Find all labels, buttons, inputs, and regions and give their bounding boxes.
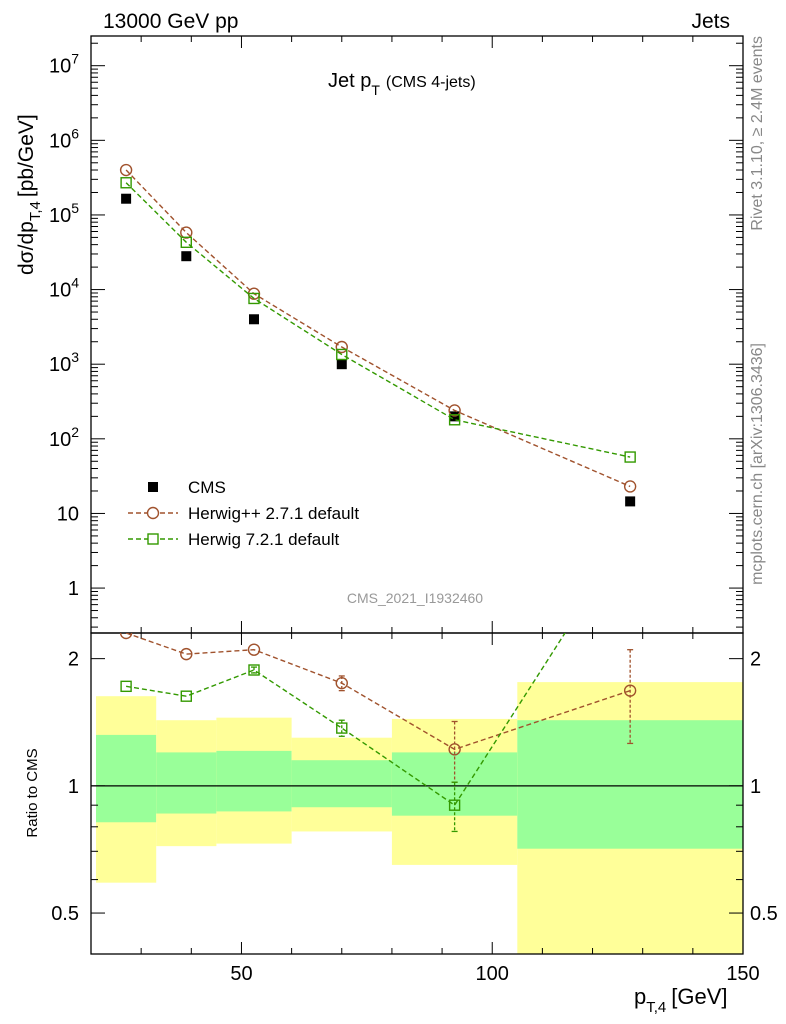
x-axis-label: pT,4 [GeV] <box>634 984 728 1016</box>
header-category: Jets <box>691 10 730 33</box>
plot-title: Jet pT (CMS 4-jets) <box>328 70 476 98</box>
herwig7-data-point <box>180 236 192 248</box>
inner-band-1 <box>156 752 217 814</box>
y-tick-label: 10 <box>57 503 79 525</box>
y-tick-label: 1 <box>68 578 79 600</box>
ratio-tick-label: 0.5 <box>51 903 79 925</box>
series-0 <box>121 193 636 507</box>
y-tick-label: 103 <box>49 349 79 376</box>
legend-label-2: Herwig 7.2.1 default <box>188 530 339 549</box>
series-line-1 <box>125 169 631 488</box>
x-tick-label: 100 <box>476 963 509 985</box>
herwigpp-ratio-point <box>247 643 261 656</box>
legend-marker-herwig7 <box>147 533 159 545</box>
ratio-line-1 <box>125 633 631 751</box>
herwig7-data-point <box>448 414 461 426</box>
analysis-tag: CMS_2021_I1932460 <box>347 590 483 606</box>
inner-band-0 <box>96 734 157 823</box>
series-line-2 <box>125 182 631 458</box>
ratio-uncertainty-bands <box>91 682 743 954</box>
ratio-axis-label: Ratio to CMS <box>24 748 41 837</box>
ratio-tick-label: 2 <box>68 649 79 671</box>
herwig7-ratio-point <box>448 799 461 811</box>
data-series <box>119 163 637 507</box>
ratio-tick-label-right: 0.5 <box>750 903 778 925</box>
cms-data-point <box>181 251 192 262</box>
herwig7-data-point <box>624 451 636 463</box>
cms-data-point <box>336 359 347 370</box>
legend-label-0: CMS <box>188 478 226 497</box>
series-1 <box>119 163 637 493</box>
cms-data-point <box>249 314 259 325</box>
herwigpp-data-point <box>335 340 348 354</box>
y-tick-label: 102 <box>49 424 79 451</box>
herwig7-ratio-point <box>625 526 635 536</box>
ratio-tick-label-right: 1 <box>750 776 761 798</box>
inner-band-2 <box>216 750 292 812</box>
header-process: 13000 GeV pp <box>103 10 238 33</box>
legend: CMS Herwig++ 2.7.1 default Herwig 7.2.1 de… <box>128 478 359 549</box>
legend-label-1: Herwig++ 2.7.1 default <box>188 504 359 523</box>
herwigpp-data-point <box>119 163 133 177</box>
x-tick-label: 50 <box>230 963 252 985</box>
herwig7-ratio-point <box>120 680 132 693</box>
herwig7-data-point <box>336 348 348 361</box>
herwig7-data-point <box>248 292 260 305</box>
herwig7-ratio-point <box>180 690 192 702</box>
herwig7-ratio-point <box>248 664 260 676</box>
mcplots-label: mcplots.cern.ch [arXiv:1306.3436] <box>749 343 766 585</box>
y-tick-label: 105 <box>49 200 79 227</box>
rivet-version-label: Rivet 3.1.10, ≥ 2.4M events <box>749 36 766 231</box>
y-axis-label: dσ/dpT,4[pb/GeV] <box>15 114 44 275</box>
x-tick-label: 150 <box>726 963 759 985</box>
herwigpp-ratio-point <box>119 633 133 640</box>
inner-band-3 <box>291 760 392 808</box>
herwig7-ratio-point <box>336 722 348 734</box>
herwigpp-ratio-point <box>623 684 637 697</box>
axis-ticks: 50 100 150 1 10 102 103 104 105 106 107 0.5 0.5 1 1 2 2 <box>49 36 778 985</box>
herwigpp-data-point <box>180 226 193 239</box>
ratio-series <box>119 526 637 833</box>
ratio-tick-label-right: 2 <box>750 649 761 671</box>
herwigpp-ratio-point <box>448 743 461 756</box>
ratio-panel-frame <box>90 632 744 955</box>
inner-band-5 <box>517 720 743 849</box>
herwigpp-data-point <box>448 404 461 417</box>
y-tick-label: 106 <box>49 125 79 152</box>
herwigpp-ratio-point <box>180 647 193 661</box>
cms-data-point <box>625 496 636 507</box>
y-tick-label: 107 <box>49 51 79 78</box>
y-tick-label: 104 <box>49 275 79 302</box>
legend-marker-cms <box>148 482 158 492</box>
herwigpp-ratio-point <box>335 676 348 690</box>
cms-data-point <box>121 193 132 204</box>
ratio-series-2 <box>120 526 635 833</box>
legend-marker-herwigpp <box>146 506 160 520</box>
herwig7-data-point <box>120 177 132 189</box>
ratio-line-2 <box>125 633 566 807</box>
ratio-tick-label: 1 <box>68 776 79 798</box>
herwigpp-data-point <box>623 480 637 493</box>
ratio-series-1 <box>119 633 637 783</box>
series-2 <box>120 177 636 463</box>
